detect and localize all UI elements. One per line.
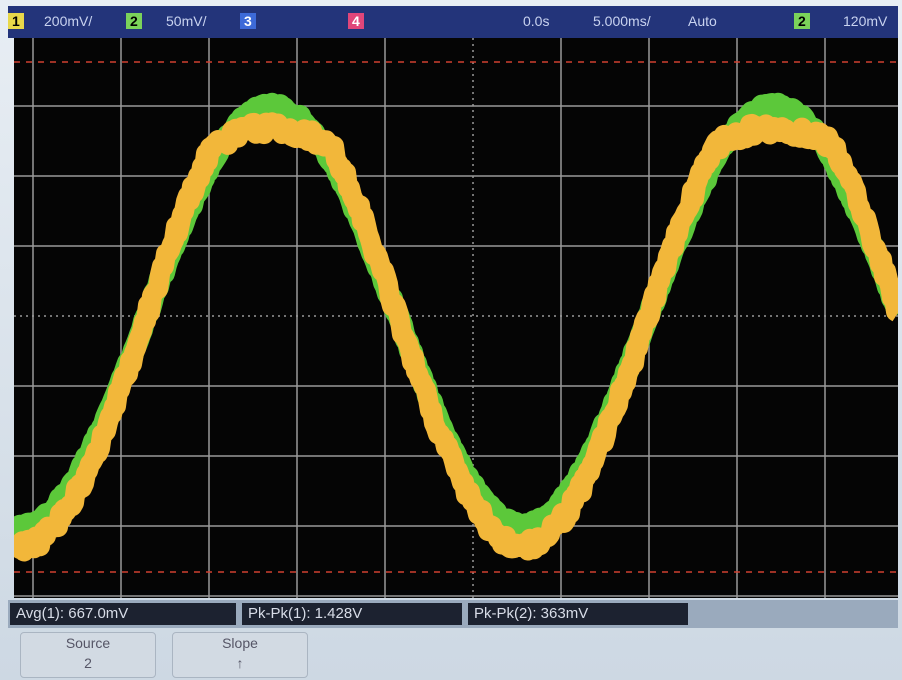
trigger-mode: Auto [688, 13, 717, 29]
softkey-label: Source [21, 633, 155, 653]
softkey[interactable]: Source 2 [20, 632, 156, 678]
measurement: Pk-Pk(1): 1.428V [242, 603, 462, 625]
trigger-level: 120mV [843, 13, 887, 29]
status-bar: 1 200mV/ 2 50mV/ 3 4 0.0s 5.000ms/ Auto … [8, 6, 898, 38]
softkey-value: ↑ [173, 653, 307, 673]
measurement-bar: Avg(1): 667.0mV Pk-Pk(1): 1.428V Pk-Pk(2… [8, 600, 898, 628]
channel-chip: 2 [126, 13, 142, 29]
softkey-value: 2 [21, 653, 155, 673]
softkey-label: Slope [173, 633, 307, 653]
trigger-source: 2 [794, 13, 810, 29]
channel-scale: 200mV/ [44, 13, 92, 29]
time-scale: 5.000ms/ [593, 13, 651, 29]
time-offset: 0.0s [523, 13, 549, 29]
channel-chip: 4 [348, 13, 364, 29]
channel-chip: 1 [8, 13, 24, 29]
measurement: Avg(1): 667.0mV [10, 603, 236, 625]
channel-chip: 3 [240, 13, 256, 29]
waveform-display [14, 38, 898, 598]
softkey[interactable]: Slope ↑ [172, 632, 308, 678]
oscilloscope-screen: 1 200mV/ 2 50mV/ 3 4 0.0s 5.000ms/ Auto … [0, 0, 902, 680]
measurement: Pk-Pk(2): 363mV [468, 603, 688, 625]
channel-scale: 50mV/ [166, 13, 206, 29]
